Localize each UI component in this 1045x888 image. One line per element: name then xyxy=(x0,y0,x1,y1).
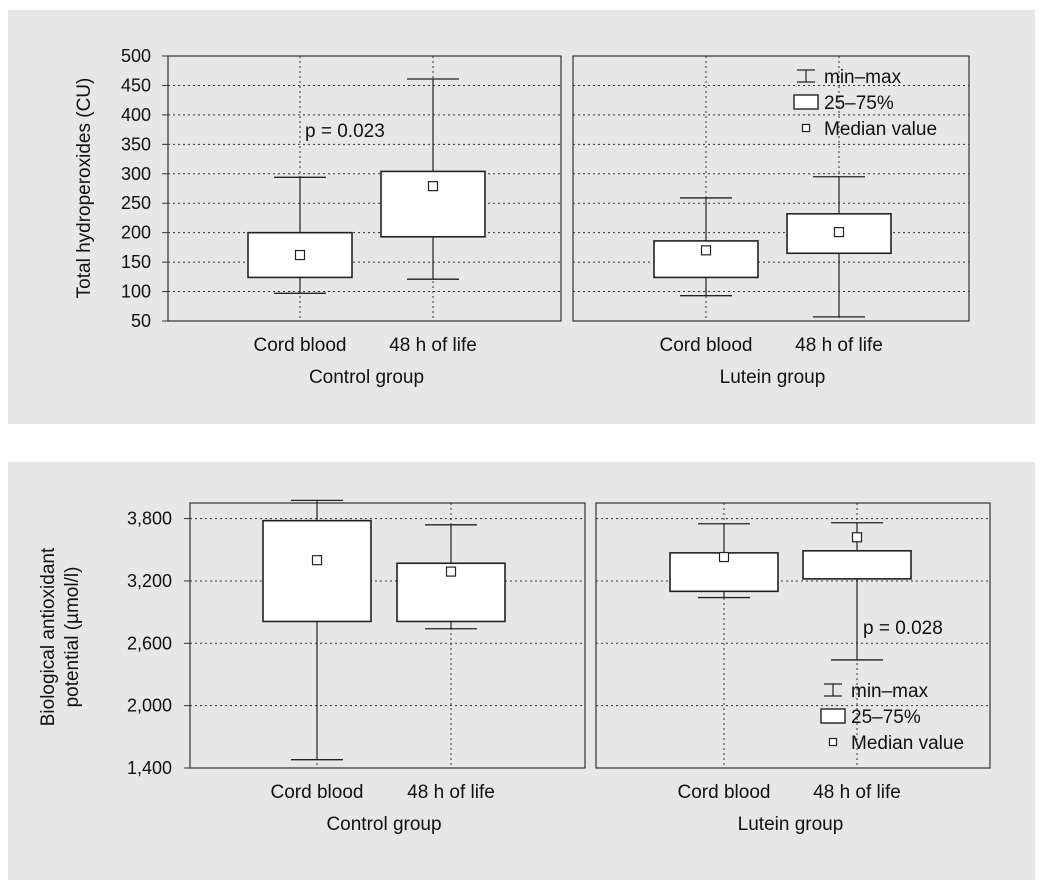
figure-panel-antioxidant-potential: 1,400 2,000 2,600 3,200 3,800 Biological anti… xyxy=(8,462,1035,880)
y-tick-label: 2,000 xyxy=(127,696,172,716)
p-value-annotation: p = 0.023 xyxy=(305,121,385,142)
x-category-label: 48 h of life xyxy=(389,335,477,356)
median-marker xyxy=(718,551,730,563)
y-axis-label-line: potential (µmol/l) xyxy=(62,567,83,708)
figure-panel-hydroperoxides: 50 100 150 200 250 300 350 400 450 500 Total hydro… xyxy=(8,10,1035,424)
legend-item-label: Median value xyxy=(851,733,964,754)
x-category-label: Cord blood xyxy=(660,335,753,356)
group-label: Lutein group xyxy=(720,367,826,388)
y-axis-label-line: Total hydroperoxides (CU) xyxy=(74,78,95,299)
median-marker xyxy=(700,245,712,256)
legend-median-symbol xyxy=(828,737,838,747)
y-tick-label: 350 xyxy=(121,134,151,154)
y-tick-label: 150 xyxy=(121,252,151,272)
group-label: Control group xyxy=(326,814,441,835)
x-category-label: Cord blood xyxy=(254,335,347,356)
legend-item-label: min–max xyxy=(824,67,902,88)
legend-box-symbol xyxy=(820,708,846,724)
median-marker xyxy=(294,249,306,261)
plot-frame xyxy=(189,502,586,769)
y-tick-label: 500 xyxy=(121,46,151,66)
y-tick-label: 50 xyxy=(131,311,151,331)
y-tick-label: 2,600 xyxy=(127,633,172,653)
y-tick-label: 3,200 xyxy=(127,571,172,591)
y-tick-label: 3,800 xyxy=(127,509,172,529)
p-value-annotation: p = 0.028 xyxy=(863,618,943,639)
x-category-label: Cord blood xyxy=(678,782,771,803)
iqr-box xyxy=(786,213,892,255)
y-axis-label: Total hydroperoxides (CU) xyxy=(74,78,95,299)
x-category-label: 48 h of life xyxy=(407,782,495,803)
legend-item-label: 25–75% xyxy=(851,707,921,728)
y-tick-label: 250 xyxy=(121,193,151,213)
iqr-box xyxy=(262,519,372,623)
y-tick-label: 100 xyxy=(121,282,151,302)
legend-item-label: Median value xyxy=(824,119,937,140)
median-marker xyxy=(427,181,439,192)
y-tick-label: 1,400 xyxy=(127,758,172,778)
median-marker xyxy=(851,532,863,543)
y-tick-label: 450 xyxy=(121,75,151,95)
y-axis-label-line: Biological antioxidant xyxy=(38,547,59,726)
plot-frame xyxy=(595,502,991,769)
x-category-label: Cord blood xyxy=(271,782,364,803)
legend-median-symbol xyxy=(801,123,811,133)
antioxidant-potential-boxplot-chart: 1,400 2,000 2,600 3,200 3,800 Biological anti… xyxy=(38,499,991,835)
median-marker xyxy=(445,566,457,577)
group-label: Control group xyxy=(309,367,424,388)
median-marker xyxy=(311,555,323,566)
legend-item-label: min–max xyxy=(851,681,929,702)
iqr-box xyxy=(802,550,912,580)
y-tick-label: 200 xyxy=(121,223,151,243)
x-category-label: 48 h of life xyxy=(795,335,883,356)
y-tick-label: 400 xyxy=(121,105,151,125)
plot-frame xyxy=(572,55,970,322)
y-axis-label: Biological antioxidant potential (µmol/l) xyxy=(38,547,83,726)
legend-item-label: 25–75% xyxy=(824,93,894,114)
plot-frame xyxy=(167,55,562,322)
x-category-label: 48 h of life xyxy=(813,782,901,803)
y-tick-label: 300 xyxy=(121,164,151,184)
group-label: Lutein group xyxy=(738,814,844,835)
hydroperoxides-boxplot-chart: 50 100 150 200 250 300 350 400 450 500 Total hydro… xyxy=(74,46,970,388)
legend-box-symbol xyxy=(793,94,819,110)
median-marker xyxy=(833,226,845,238)
